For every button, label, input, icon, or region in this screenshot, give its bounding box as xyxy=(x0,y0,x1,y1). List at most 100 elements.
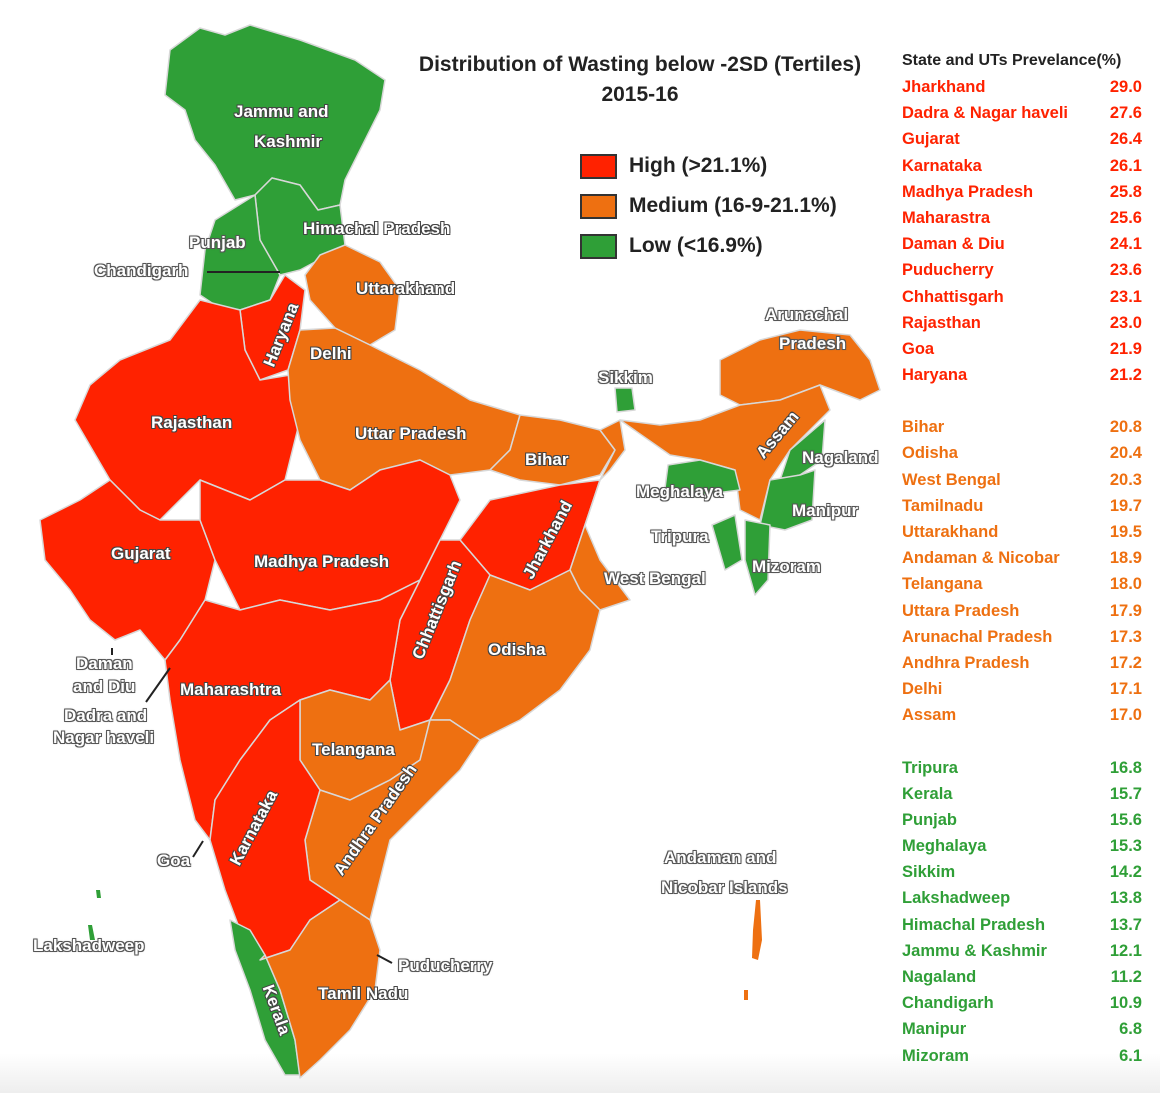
table-row: Chandigarh 10.9 xyxy=(902,990,1142,1016)
table-row: Chhattisgarh 23.1 xyxy=(902,284,1142,310)
state-name: Tripura xyxy=(902,758,958,777)
prevalence-value: 20.4 xyxy=(1109,444,1142,463)
legend-swatch-low xyxy=(580,233,617,259)
legend-item-medium: Medium (16-9-21.1%) xyxy=(580,186,837,226)
state-name: Goa xyxy=(902,339,935,358)
table-row: Andhra Pradesh 17.2 xyxy=(902,650,1142,676)
state-name: Haryana xyxy=(902,366,968,385)
region-bihar xyxy=(489,414,616,486)
label-maharashtra: Maharashtra xyxy=(180,680,282,699)
prevalence-value: 25.8 xyxy=(1109,182,1142,201)
prevalence-value: 14.2 xyxy=(1109,863,1142,882)
table-row: Puducherry 23.6 xyxy=(902,257,1142,283)
state-name: Delhi xyxy=(902,680,943,699)
region-meghalaya xyxy=(664,459,741,496)
state-name: Chhattisgarh xyxy=(902,287,1004,306)
state-name: Himachal Pradesh xyxy=(902,915,1046,934)
state-name: Uttara Pradesh xyxy=(902,601,1020,620)
label-odisha: Odisha xyxy=(488,640,546,659)
legend-swatch-medium xyxy=(580,193,617,219)
state-name: Odisha xyxy=(902,444,958,463)
state-name: Sikkim xyxy=(902,863,956,882)
prevalence-value: 26.4 xyxy=(1109,130,1142,149)
label-jammu-kashmir-1: Jammu and xyxy=(234,102,329,121)
state-name: Rajasthan xyxy=(902,313,981,332)
label-nagaland: Nagaland xyxy=(802,448,879,467)
label-manipur: Manipur xyxy=(792,501,859,520)
table-row: Manipur 6.8 xyxy=(902,1016,1142,1042)
bottom-fade xyxy=(0,1053,1160,1093)
prevalence-value: 20.3 xyxy=(1109,470,1142,489)
state-name: Dadra & Nagar haveli xyxy=(902,104,1068,123)
label-madhya-pradesh: Madhya Pradesh xyxy=(254,552,390,571)
legend-item-high: High (>21.1%) xyxy=(580,146,837,186)
prevalence-value: 10.9 xyxy=(1109,994,1142,1013)
state-name: Manipur xyxy=(902,1020,967,1039)
label-dadra-2: Nagar haveli xyxy=(53,728,155,747)
prevalence-value: 17.2 xyxy=(1109,653,1142,672)
region-nagaland xyxy=(779,419,826,481)
state-name: Lakshadweep xyxy=(902,889,1011,908)
state-name: Meghalaya xyxy=(902,837,987,856)
label-andaman-1: Andaman and xyxy=(664,848,777,867)
region-sikkim xyxy=(614,387,636,413)
state-name: Puducherry xyxy=(902,261,994,280)
rows-medium: Bihar 20.8 Odisha 20.4 West Bengal 20.3 Tamiln… xyxy=(902,414,1142,728)
label-mizoram: Mizoram xyxy=(752,557,821,576)
region-lakshadweep xyxy=(88,890,101,940)
prevalence-value: 6.1 xyxy=(1119,1046,1142,1065)
prevalence-value: 11.2 xyxy=(1110,968,1142,986)
region-mizoram xyxy=(744,519,771,596)
dadra-leader-line xyxy=(145,667,171,703)
state-name: Uttarakhand xyxy=(902,523,999,541)
table-row: Karnataka 26.1 xyxy=(902,153,1142,179)
state-name: Assam xyxy=(902,706,957,725)
prevalence-value: 17.9 xyxy=(1109,601,1142,620)
table-row: Punjab 15.6 xyxy=(902,807,1142,833)
prevalence-value: 15.3 xyxy=(1109,837,1142,856)
state-name: Chandigarh xyxy=(902,994,994,1013)
table-row: Dadra & Nagar haveli 27.6 xyxy=(902,100,1142,126)
state-name: Kerala xyxy=(902,784,953,803)
label-andaman-2: Nicobar Islands xyxy=(661,878,788,897)
prevalence-value: 19.7 xyxy=(1109,496,1142,515)
table-row: Gujarat 26.4 xyxy=(902,126,1142,152)
table-row: Meghalaya 15.3 xyxy=(902,833,1142,859)
label-arunachal-1: Arunachal xyxy=(765,305,849,324)
label-daman-1: Daman xyxy=(76,654,133,673)
prevalence-value: 21.2 xyxy=(1109,366,1142,385)
table-row: Bihar 20.8 xyxy=(902,414,1142,440)
state-name: Arunachal Pradesh xyxy=(902,627,1053,646)
table-row: Kerala 15.7 xyxy=(902,781,1142,807)
region-west-bengal xyxy=(569,419,631,611)
state-name: Nagaland xyxy=(902,968,977,986)
prevalence-value: 17.3 xyxy=(1109,627,1142,646)
label-uttarakhand: Uttarakhand xyxy=(356,279,456,298)
label-lakshadweep: Lakshadweep xyxy=(33,936,145,955)
prevalence-value: 23.1 xyxy=(1109,287,1142,306)
label-himachal: Himachal Pradesh xyxy=(303,219,451,238)
rows-high: Jharkhand 29.0 Dadra & Nagar haveli 27.6 Guj… xyxy=(902,74,1142,388)
table-row: Arunachal Pradesh 17.3 xyxy=(902,624,1142,650)
state-name: Maharastra xyxy=(902,208,991,227)
label-jammu-kashmir-2: Kashmir xyxy=(254,132,323,151)
region-tamil-nadu xyxy=(259,899,381,1079)
state-name: Daman & Diu xyxy=(902,235,1005,254)
prevalence-value: 25.6 xyxy=(1109,208,1142,227)
prevalence-value: 17.1 xyxy=(1109,680,1142,699)
table-row: Uttara Pradesh 17.9 xyxy=(902,598,1142,624)
state-name: West Bengal xyxy=(902,470,1001,489)
india-choropleth-map xyxy=(39,24,881,1079)
label-tamil-nadu: Tamil Nadu xyxy=(318,984,409,1003)
region-andaman-nicobar xyxy=(744,900,762,1000)
table-row: Uttarakhand 19.5 xyxy=(902,519,1142,545)
label-chandigarh: Chandigarh xyxy=(94,261,189,280)
label-uttar-pradesh: Uttar Pradesh xyxy=(355,424,467,443)
title-line-1: Distribution of Wasting below -2SD (Tert… xyxy=(418,53,862,76)
table-row: Jammu & Kashmir 12.1 xyxy=(902,938,1142,964)
prevalence-value: 26.1 xyxy=(1109,156,1142,175)
legend-label-high: High (>21.1%) xyxy=(629,154,768,177)
label-telangana: Telangana xyxy=(312,740,395,759)
table-row: Jharkhand 29.0 xyxy=(902,74,1142,100)
label-punjab: Punjab xyxy=(189,233,246,252)
